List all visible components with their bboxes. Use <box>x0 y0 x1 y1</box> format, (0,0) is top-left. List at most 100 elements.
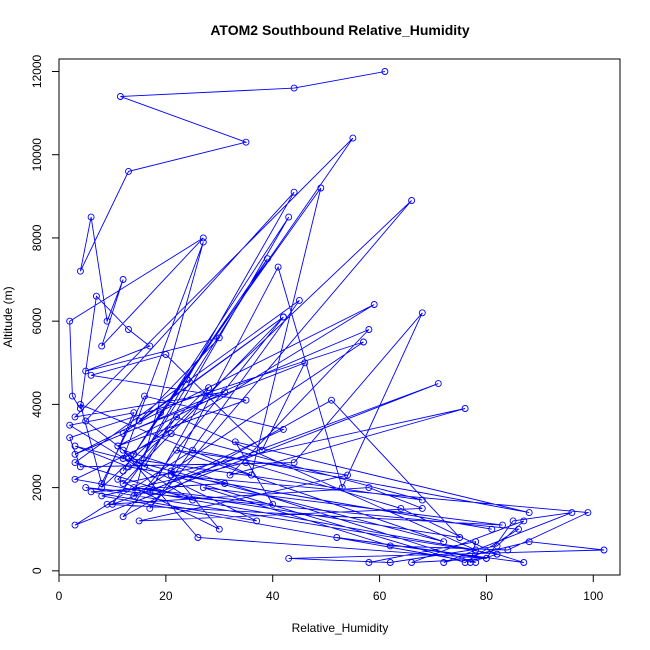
data-point <box>162 351 170 358</box>
data-point <box>466 559 474 566</box>
data-point <box>472 546 480 554</box>
data-point <box>418 496 426 504</box>
data-point <box>301 359 309 367</box>
data-point <box>199 238 207 246</box>
data-point <box>461 405 469 412</box>
data-point <box>167 471 175 479</box>
y-tick-label: 0 <box>30 567 44 574</box>
x-tick-label: 80 <box>480 589 494 603</box>
data-point <box>456 534 464 541</box>
data-point <box>520 517 528 525</box>
data-point <box>119 276 127 283</box>
data-point <box>66 317 74 325</box>
data-point <box>189 496 197 504</box>
data-point <box>130 409 138 417</box>
data-point <box>285 213 293 221</box>
data-point <box>205 384 213 392</box>
data-point <box>125 326 132 333</box>
data-point <box>130 492 138 500</box>
data-point <box>199 234 207 242</box>
x-tick-label: 60 <box>373 589 387 603</box>
data-point <box>116 93 124 100</box>
data-point <box>119 467 127 475</box>
data-point <box>285 554 293 562</box>
data-point <box>509 517 517 525</box>
data-point <box>221 388 229 396</box>
data-point <box>338 484 346 492</box>
data-point <box>258 446 266 454</box>
data-point <box>76 463 84 471</box>
data-point <box>114 442 122 450</box>
data-point <box>418 309 426 317</box>
data-point <box>520 559 528 566</box>
data-point <box>386 542 394 550</box>
x-tick-label: 20 <box>159 589 173 603</box>
data-point <box>525 509 533 517</box>
data-point <box>231 438 239 446</box>
series-line <box>68 71 605 564</box>
data-point <box>135 517 143 525</box>
data-point <box>76 405 84 412</box>
data-point <box>173 446 180 454</box>
y-tick-label: 10000 <box>30 138 44 172</box>
data-point <box>269 500 277 508</box>
data-point <box>242 396 250 404</box>
data-point <box>440 559 448 566</box>
data-point <box>600 546 608 554</box>
data-point <box>146 488 154 496</box>
data-point <box>333 534 341 541</box>
data-point <box>386 559 394 566</box>
data-point <box>98 492 106 500</box>
data-point <box>71 450 79 458</box>
y-tick-label: 6000 <box>30 307 44 334</box>
data-point <box>173 413 180 421</box>
data-point <box>130 450 138 458</box>
data-point <box>253 517 261 525</box>
data-point <box>365 559 373 566</box>
data-point <box>157 409 164 417</box>
data-point <box>82 484 90 492</box>
data-point <box>440 538 448 546</box>
data-point <box>71 521 79 529</box>
x-axis-ticks: 0 20 40 60 80 100 <box>56 575 604 603</box>
x-tick-label: 40 <box>266 589 280 603</box>
data-point <box>279 313 287 321</box>
data-point <box>167 430 175 437</box>
data-point <box>119 480 127 487</box>
x-tick-label: 100 <box>583 589 603 603</box>
y-axis-ticks: 0 2000 4000 6000 8000 10000 12000 <box>30 54 59 574</box>
data-point <box>76 400 84 408</box>
data-point <box>488 525 496 533</box>
x-tick-label: 0 <box>56 589 63 603</box>
data-point <box>119 430 127 437</box>
data-point <box>141 392 148 400</box>
data-point <box>71 475 79 483</box>
data-point <box>68 392 76 400</box>
data-point <box>119 446 127 454</box>
data-point <box>82 417 90 425</box>
data-point <box>434 380 442 388</box>
data-point <box>66 434 74 442</box>
data-point <box>360 338 367 346</box>
data-point <box>584 509 592 517</box>
data-point <box>247 471 255 479</box>
data-point <box>472 559 480 566</box>
y-tick-label: 12000 <box>30 54 44 88</box>
data-point <box>504 546 512 554</box>
y-axis-label: Altitude (m) <box>1 286 15 347</box>
series-points-layer <box>66 68 608 566</box>
data-point <box>146 504 154 512</box>
data-point <box>87 213 95 221</box>
data-point <box>279 425 287 433</box>
data-point <box>108 500 116 508</box>
data-point <box>525 538 533 546</box>
data-point <box>221 480 229 487</box>
data-point <box>328 396 335 404</box>
y-tick-label: 8000 <box>30 224 44 251</box>
data-point <box>141 463 148 471</box>
data-point <box>103 317 111 325</box>
data-point <box>199 484 207 492</box>
data-point <box>71 442 79 450</box>
plot-frame <box>58 58 621 576</box>
data-point <box>92 292 100 300</box>
